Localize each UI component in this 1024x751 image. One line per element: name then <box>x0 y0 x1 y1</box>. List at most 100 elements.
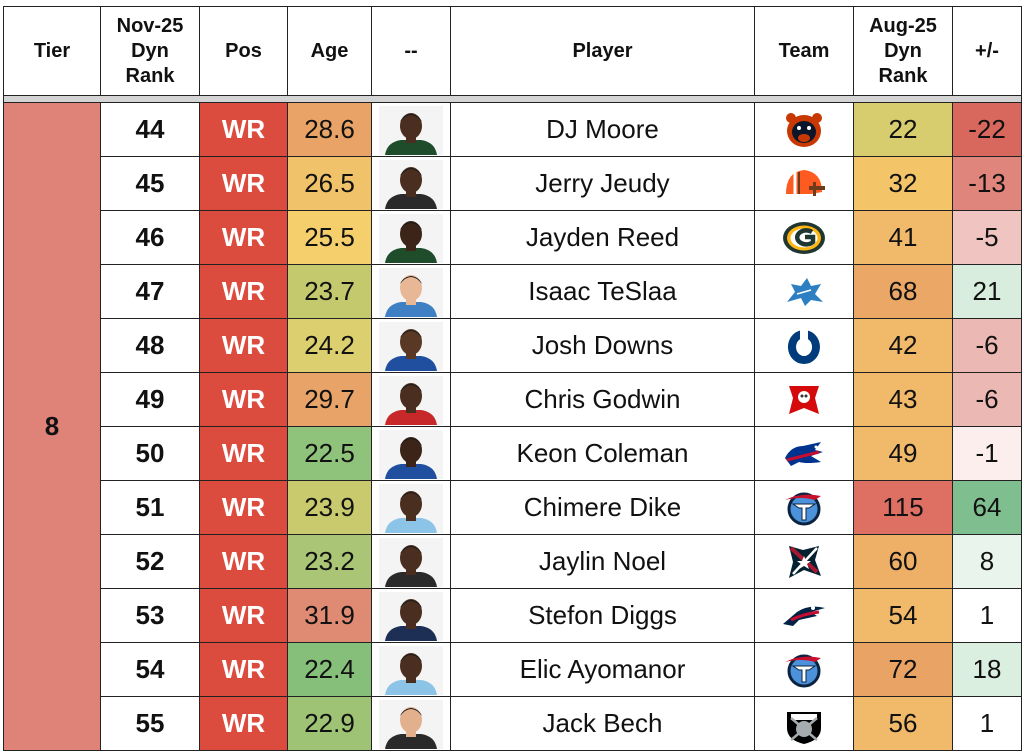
packers-logo <box>754 210 854 265</box>
buccaneers-logo <box>754 372 854 427</box>
header-aug-rank-line1: Aug-25 <box>869 14 937 37</box>
aug-rank-cell: 42 <box>853 318 953 373</box>
header-separator <box>3 95 1022 103</box>
player-headshot <box>371 318 451 373</box>
nov-rank-cell: 49 <box>100 372 200 427</box>
header-diff: +/- <box>952 6 1022 96</box>
header-team: Team <box>754 6 854 96</box>
header-nov-rank-line2: Dyn <box>131 39 169 62</box>
table-row: 55 WR 22.9 Jack Bech 56 1 <box>4 696 1022 751</box>
header-tier: Tier <box>3 6 101 96</box>
table-row: 45 WR 26.5 Jerry Jeudy 32 -13 <box>4 156 1022 211</box>
tier-cell: 8 <box>3 102 101 751</box>
aug-rank-cell: 32 <box>853 156 953 211</box>
nov-rank-cell: 51 <box>100 480 200 535</box>
player-headshot <box>371 372 451 427</box>
player-headshot <box>371 642 451 697</box>
raiders-logo <box>754 696 854 751</box>
bears-logo <box>754 102 854 157</box>
rank-change-cell: -1 <box>952 426 1022 481</box>
rank-change-cell: -5 <box>952 210 1022 265</box>
rank-change-cell: -6 <box>952 318 1022 373</box>
table-row: 50 WR 22.5 Keon Coleman 49 -1 <box>4 426 1022 481</box>
position-cell: WR <box>199 156 288 211</box>
header-nov-rank-line3: Rank <box>125 64 175 87</box>
rank-change-cell: -6 <box>952 372 1022 427</box>
table-row: 47 WR 23.7 Isaac TeSlaa 68 21 <box>4 264 1022 319</box>
table-row: 52 WR 23.2 Jaylin Noel 60 8 <box>4 534 1022 589</box>
titans-logo <box>754 642 854 697</box>
rank-change-cell: 1 <box>952 588 1022 643</box>
position-cell: WR <box>199 534 288 589</box>
position-cell: WR <box>199 480 288 535</box>
aug-rank-cell: 22 <box>853 102 953 157</box>
position-cell: WR <box>199 696 288 751</box>
rank-change-cell: 8 <box>952 534 1022 589</box>
aug-rank-cell: 72 <box>853 642 953 697</box>
position-cell: WR <box>199 210 288 265</box>
table-row: 53 WR 31.9 Stefon Diggs 54 1 <box>4 588 1022 643</box>
nov-rank-cell: 47 <box>100 264 200 319</box>
player-headshot <box>371 588 451 643</box>
header-pos: Pos <box>199 6 288 96</box>
position-cell: WR <box>199 264 288 319</box>
position-cell: WR <box>199 102 288 157</box>
nov-rank-cell: 55 <box>100 696 200 751</box>
header-player: Player <box>450 6 755 96</box>
player-name-cell: Jaylin Noel <box>450 534 755 589</box>
age-cell: 29.7 <box>287 372 372 427</box>
table-row: 8 44 WR 28.6 DJ Moore 22 -22 <box>3 102 1022 751</box>
header-aug-rank-line2: Dyn <box>884 39 922 62</box>
header-aug-rank-line3: Rank <box>878 64 928 87</box>
player-headshot <box>371 480 451 535</box>
browns-logo <box>754 156 854 211</box>
nov-rank-cell: 53 <box>100 588 200 643</box>
rank-change-cell: -22 <box>952 102 1022 157</box>
player-name-cell: Keon Coleman <box>450 426 755 481</box>
player-name-cell: Isaac TeSlaa <box>450 264 755 319</box>
titans-logo <box>754 480 854 535</box>
aug-rank-cell: 68 <box>853 264 953 319</box>
age-cell: 28.6 <box>287 102 372 157</box>
position-cell: WR <box>199 642 288 697</box>
nov-rank-cell: 52 <box>100 534 200 589</box>
player-name-cell: Chimere Dike <box>450 480 755 535</box>
age-cell: 24.2 <box>287 318 372 373</box>
player-headshot <box>371 210 451 265</box>
colts-logo <box>754 318 854 373</box>
nov-rank-cell: 46 <box>100 210 200 265</box>
player-headshot <box>371 102 451 157</box>
texans-logo <box>754 534 854 589</box>
player-name-cell: Chris Godwin <box>450 372 755 427</box>
age-cell: 26.5 <box>287 156 372 211</box>
position-cell: WR <box>199 426 288 481</box>
header-nov-rank-line1: Nov-25 <box>116 14 184 37</box>
rank-change-cell: -13 <box>952 156 1022 211</box>
aug-rank-cell: 49 <box>853 426 953 481</box>
nov-rank-cell: 50 <box>100 426 200 481</box>
rankings-table: Tier Nov-25 Dyn Rank Pos Age -- Player T… <box>3 6 1022 751</box>
age-cell: 22.5 <box>287 426 372 481</box>
separator-band <box>3 95 1022 103</box>
player-headshot <box>371 156 451 211</box>
patriots-logo <box>754 588 854 643</box>
age-cell: 25.5 <box>287 210 372 265</box>
header-aug-rank: Aug-25 Dyn Rank <box>853 6 953 96</box>
age-cell: 23.9 <box>287 480 372 535</box>
player-headshot <box>371 534 451 589</box>
nov-rank-cell: 45 <box>100 156 200 211</box>
position-cell: WR <box>199 588 288 643</box>
player-name-cell: DJ Moore <box>450 102 755 157</box>
player-headshot <box>371 426 451 481</box>
player-headshot <box>371 696 451 751</box>
position-cell: WR <box>199 372 288 427</box>
aug-rank-cell: 41 <box>853 210 953 265</box>
age-cell: 22.9 <box>287 696 372 751</box>
table-row: 49 WR 29.7 Chris Godwin 43 -6 <box>4 372 1022 427</box>
rank-change-cell: 21 <box>952 264 1022 319</box>
player-name-cell: Elic Ayomanor <box>450 642 755 697</box>
header-row: Tier Nov-25 Dyn Rank Pos Age -- Player T… <box>3 6 1022 96</box>
table-row: 46 WR 25.5 Jayden Reed 41 -5 <box>4 210 1022 265</box>
nov-rank-cell: 44 <box>100 102 200 157</box>
nov-rank-cell: 54 <box>100 642 200 697</box>
